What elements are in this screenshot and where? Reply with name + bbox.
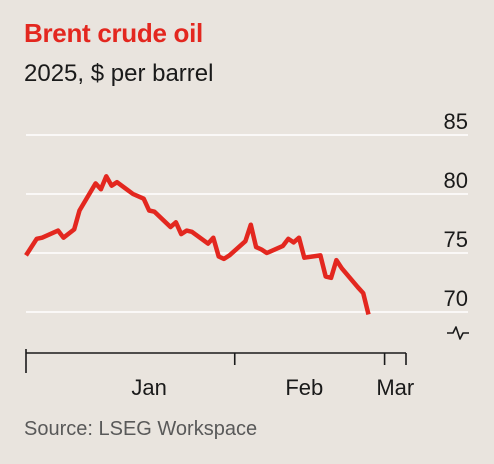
y-tick-labels: 70 75 80 85 bbox=[444, 109, 468, 311]
y-tick-label-85: 85 bbox=[444, 109, 468, 134]
axis-break-icon bbox=[447, 326, 469, 340]
chart-subtitle: 2025, $ per barrel bbox=[24, 60, 214, 87]
x-tick-label-feb: Feb bbox=[285, 375, 323, 400]
chart-title: Brent crude oil bbox=[24, 18, 203, 48]
x-axis bbox=[25, 349, 407, 373]
series-layer bbox=[24, 174, 371, 315]
source-note: Source: LSEG Workspace bbox=[24, 418, 258, 440]
x-tick-label-mar: Mar bbox=[376, 375, 414, 400]
gridlines bbox=[26, 134, 468, 313]
axis-break-glyph bbox=[447, 326, 469, 340]
y-tick-label-80: 80 bbox=[444, 168, 468, 193]
series-line-0 bbox=[24, 174, 371, 315]
y-tick-label-75: 75 bbox=[444, 227, 468, 252]
x-tick-labels: Jan Feb Mar bbox=[131, 375, 414, 400]
y-tick-label-70: 70 bbox=[444, 286, 468, 311]
x-tick-label-jan: Jan bbox=[131, 375, 166, 400]
